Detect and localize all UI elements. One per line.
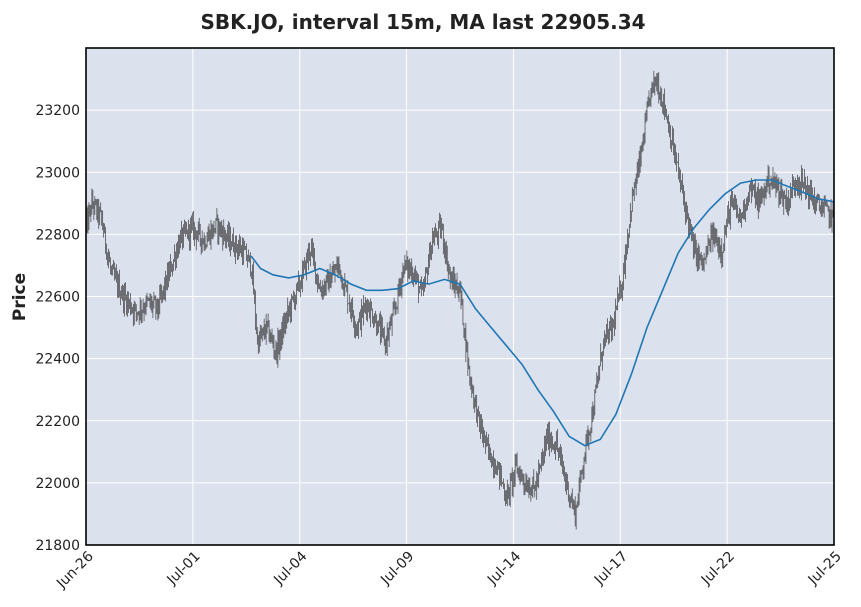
plot-frame <box>85 47 835 546</box>
x-tick-label: Jul-01 <box>164 549 204 589</box>
y-tick-label: 22800 <box>35 227 80 243</box>
moving-average-line <box>250 179 835 447</box>
y-axis-ticks: 21800 22000 22200 22400 22600 22800 23000 23200 <box>35 103 80 554</box>
y-axis-label: Price <box>10 273 30 321</box>
y-tick-label: 23000 <box>35 165 80 181</box>
y-tick-label: 23200 <box>35 103 80 119</box>
x-tick-label: Jun-26 <box>53 548 97 592</box>
x-tick-label: Jul-09 <box>377 549 417 589</box>
y-tick-label: 22200 <box>35 414 80 430</box>
x-tick-label: Jul-04 <box>270 548 310 588</box>
candlestick-series <box>85 70 834 530</box>
y-tick-label: 22000 <box>35 476 80 492</box>
y-tick-label: 21800 <box>35 538 80 554</box>
y-tick-label: 22400 <box>35 352 80 368</box>
y-tick-label: 22600 <box>35 290 80 306</box>
x-axis-ticks: Jun-26 Jul-01 Jul-04 Jul-09 Jul-14 Jul-17 Jul-… <box>53 548 845 592</box>
chart-title: SBK.JO, interval 15m, MA last 22905.34 <box>200 10 645 34</box>
x-tick-label: Jul-17 <box>591 549 631 589</box>
x-tick-label: Jul-25 <box>805 549 845 589</box>
x-tick-label: Jul-14 <box>484 548 524 588</box>
x-tick-label: Jul-22 <box>698 549 738 589</box>
